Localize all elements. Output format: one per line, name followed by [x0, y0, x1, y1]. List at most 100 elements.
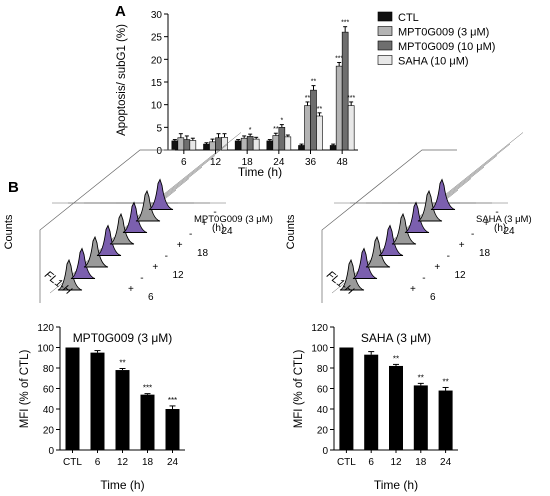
bar	[234, 140, 242, 151]
x-tick-label: 6	[95, 457, 101, 468]
bar	[347, 105, 355, 151]
legend-label: SAHA (10 μM)	[398, 56, 469, 68]
y-axis-label: MFI (% of CTL)	[19, 350, 31, 429]
y-tick-label: 20	[43, 426, 55, 437]
x-tick-label: 12	[390, 457, 402, 468]
histogram-peak	[135, 189, 161, 222]
significance-label: ***	[143, 384, 152, 393]
x-tick-label: 36	[305, 157, 317, 168]
treatment-mark: +	[201, 218, 207, 229]
histogram-y-label: Counts	[3, 214, 15, 249]
legend-swatch	[377, 26, 393, 36]
bar	[221, 137, 228, 151]
bar	[115, 370, 130, 450]
x-tick-label: 18	[142, 457, 154, 468]
bar	[140, 394, 155, 450]
hour-label: 12	[173, 270, 185, 281]
bar	[171, 140, 179, 151]
histogram-peak	[417, 189, 443, 222]
y-tick-label: 0	[48, 446, 54, 457]
y-tick-label: 25	[151, 33, 163, 44]
significance-label: ***	[168, 396, 177, 405]
axis-frame	[39, 149, 175, 303]
bar	[341, 31, 349, 151]
axis-frame	[321, 149, 457, 303]
bar	[298, 145, 305, 151]
bar	[65, 347, 80, 450]
histogram-title: MPT0G009 (3 μM)	[194, 214, 273, 225]
bar	[252, 138, 260, 151]
treatment-mark: -	[447, 251, 450, 262]
treatment-mark: -	[213, 207, 216, 218]
hour-label: 12	[455, 270, 467, 281]
treatment-mark: +	[410, 284, 416, 295]
x-tick-label: 48	[337, 157, 349, 168]
y-tick-label: 40	[317, 405, 329, 416]
x-tick-label: CTL	[337, 457, 356, 468]
significance-label: *	[280, 118, 283, 125]
histogram-y-label: Counts	[285, 214, 297, 249]
apoptosis-legend: CTL MPT0G009 (3 μM) MPT0G009 (10 μM) SAHA (…	[377, 11, 495, 68]
hour-label: 24	[222, 226, 234, 237]
x-tick-label: 12	[210, 157, 222, 168]
significance-label: **	[418, 373, 424, 382]
legend-swatch	[377, 11, 393, 22]
significance-label: *	[249, 127, 252, 134]
treatment-mark: +	[483, 218, 489, 229]
histogram-peak	[109, 212, 135, 245]
histogram-peak	[430, 178, 456, 210]
chart-title: SAHA (3 μM)	[361, 331, 431, 345]
bar	[203, 143, 210, 151]
bar	[413, 385, 428, 450]
chart-title: MPT0G009 (3 μM)	[73, 331, 173, 345]
y-axis-label: MFI (% of CTL)	[293, 350, 305, 429]
bar	[246, 136, 254, 151]
hour-label: 18	[197, 248, 209, 259]
significance-label: **	[442, 377, 448, 386]
bar	[316, 115, 323, 151]
apoptosis-y-axis-label: Apoptosis/ subG1 (%)	[116, 24, 128, 136]
y-tick-label: 20	[317, 426, 329, 437]
legend-swatch	[377, 40, 393, 51]
x-tick-label: CTL	[63, 457, 82, 468]
bar	[240, 137, 248, 151]
treatment-mark: +	[434, 262, 440, 273]
bar	[209, 141, 216, 151]
hour-label: 24	[504, 226, 516, 237]
hour-unit-label: (h)	[212, 223, 224, 234]
treatment-mark: -	[140, 273, 143, 284]
y-tick-label: 20	[151, 55, 163, 66]
apoptosis-x-axis-label: Time (h)	[238, 165, 282, 179]
y-tick-label: 5	[156, 123, 162, 134]
y-tick-label: 120	[37, 323, 54, 334]
histogram-peak	[96, 224, 122, 256]
bar	[438, 390, 453, 450]
bar	[335, 65, 343, 151]
panel-label-a: A	[115, 3, 126, 20]
hour-label: 6	[430, 292, 436, 303]
significance-label: ***	[341, 20, 349, 27]
bar	[183, 139, 191, 151]
significance-label: **	[393, 354, 399, 363]
histogram-peak	[57, 258, 83, 291]
y-tick-label: 0	[156, 146, 162, 157]
x-tick-label: 24	[440, 457, 452, 468]
bar	[90, 352, 105, 450]
legend-swatch	[377, 55, 393, 65]
treatment-mark: +	[459, 240, 465, 251]
bar	[215, 137, 222, 151]
y-tick-label: 40	[43, 405, 55, 416]
y-tick-label: 120	[311, 323, 328, 334]
hour-label: 6	[148, 292, 154, 303]
x-tick-label: 24	[273, 157, 285, 168]
histogram-peak	[148, 178, 174, 210]
bar	[272, 135, 280, 151]
y-tick-label: 10	[151, 101, 163, 112]
y-tick-label: 30	[151, 10, 163, 21]
treatment-mark: -	[471, 229, 474, 240]
significance-label: **	[317, 106, 323, 113]
significance-label: **	[119, 359, 125, 368]
y-tick-label: 100	[311, 344, 328, 355]
bar	[165, 409, 180, 450]
